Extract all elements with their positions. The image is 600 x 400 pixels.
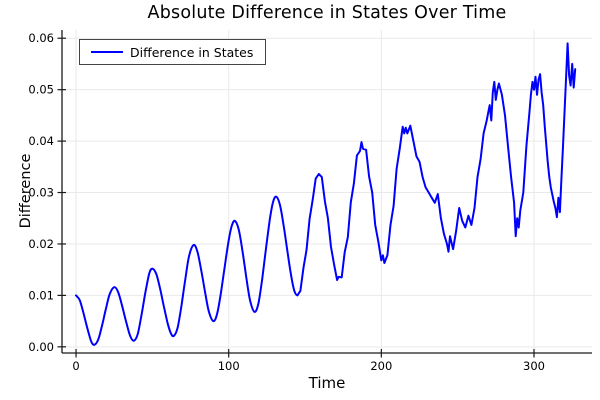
- x-tick-label: 200: [370, 359, 392, 373]
- y-tick-label: 0.01: [28, 288, 54, 302]
- x-tick-label: 0: [72, 359, 79, 373]
- x-axis-label: Time: [308, 374, 346, 392]
- y-tick-label: 0.04: [28, 134, 54, 148]
- y-axis-label: Difference: [18, 153, 34, 229]
- y-tick-label: 0.05: [28, 83, 54, 97]
- y-tick-label: 0.06: [28, 31, 54, 45]
- x-tick-labels: 0 100 200 300: [72, 359, 545, 373]
- series-line-difference-in-states: [75, 42, 577, 346]
- y-tick-label: 0.00: [28, 340, 54, 354]
- axis-spines: [61, 30, 592, 354]
- x-tick-label: 100: [218, 359, 240, 373]
- x-tick-label: 300: [523, 359, 545, 373]
- legend-line-swatch: [91, 51, 123, 53]
- y-tick-label: 0.03: [28, 186, 54, 200]
- gridlines: [62, 30, 592, 353]
- y-tick-labels: 0.00 0.01 0.02 0.03 0.04 0.05 0.06: [28, 31, 54, 354]
- tick-marks: [57, 37, 535, 358]
- chart-title: Absolute Difference in States Over Time: [147, 3, 507, 23]
- legend: Difference in States: [79, 39, 267, 65]
- legend-label: Difference in States: [130, 44, 254, 60]
- y-tick-label: 0.02: [28, 237, 54, 251]
